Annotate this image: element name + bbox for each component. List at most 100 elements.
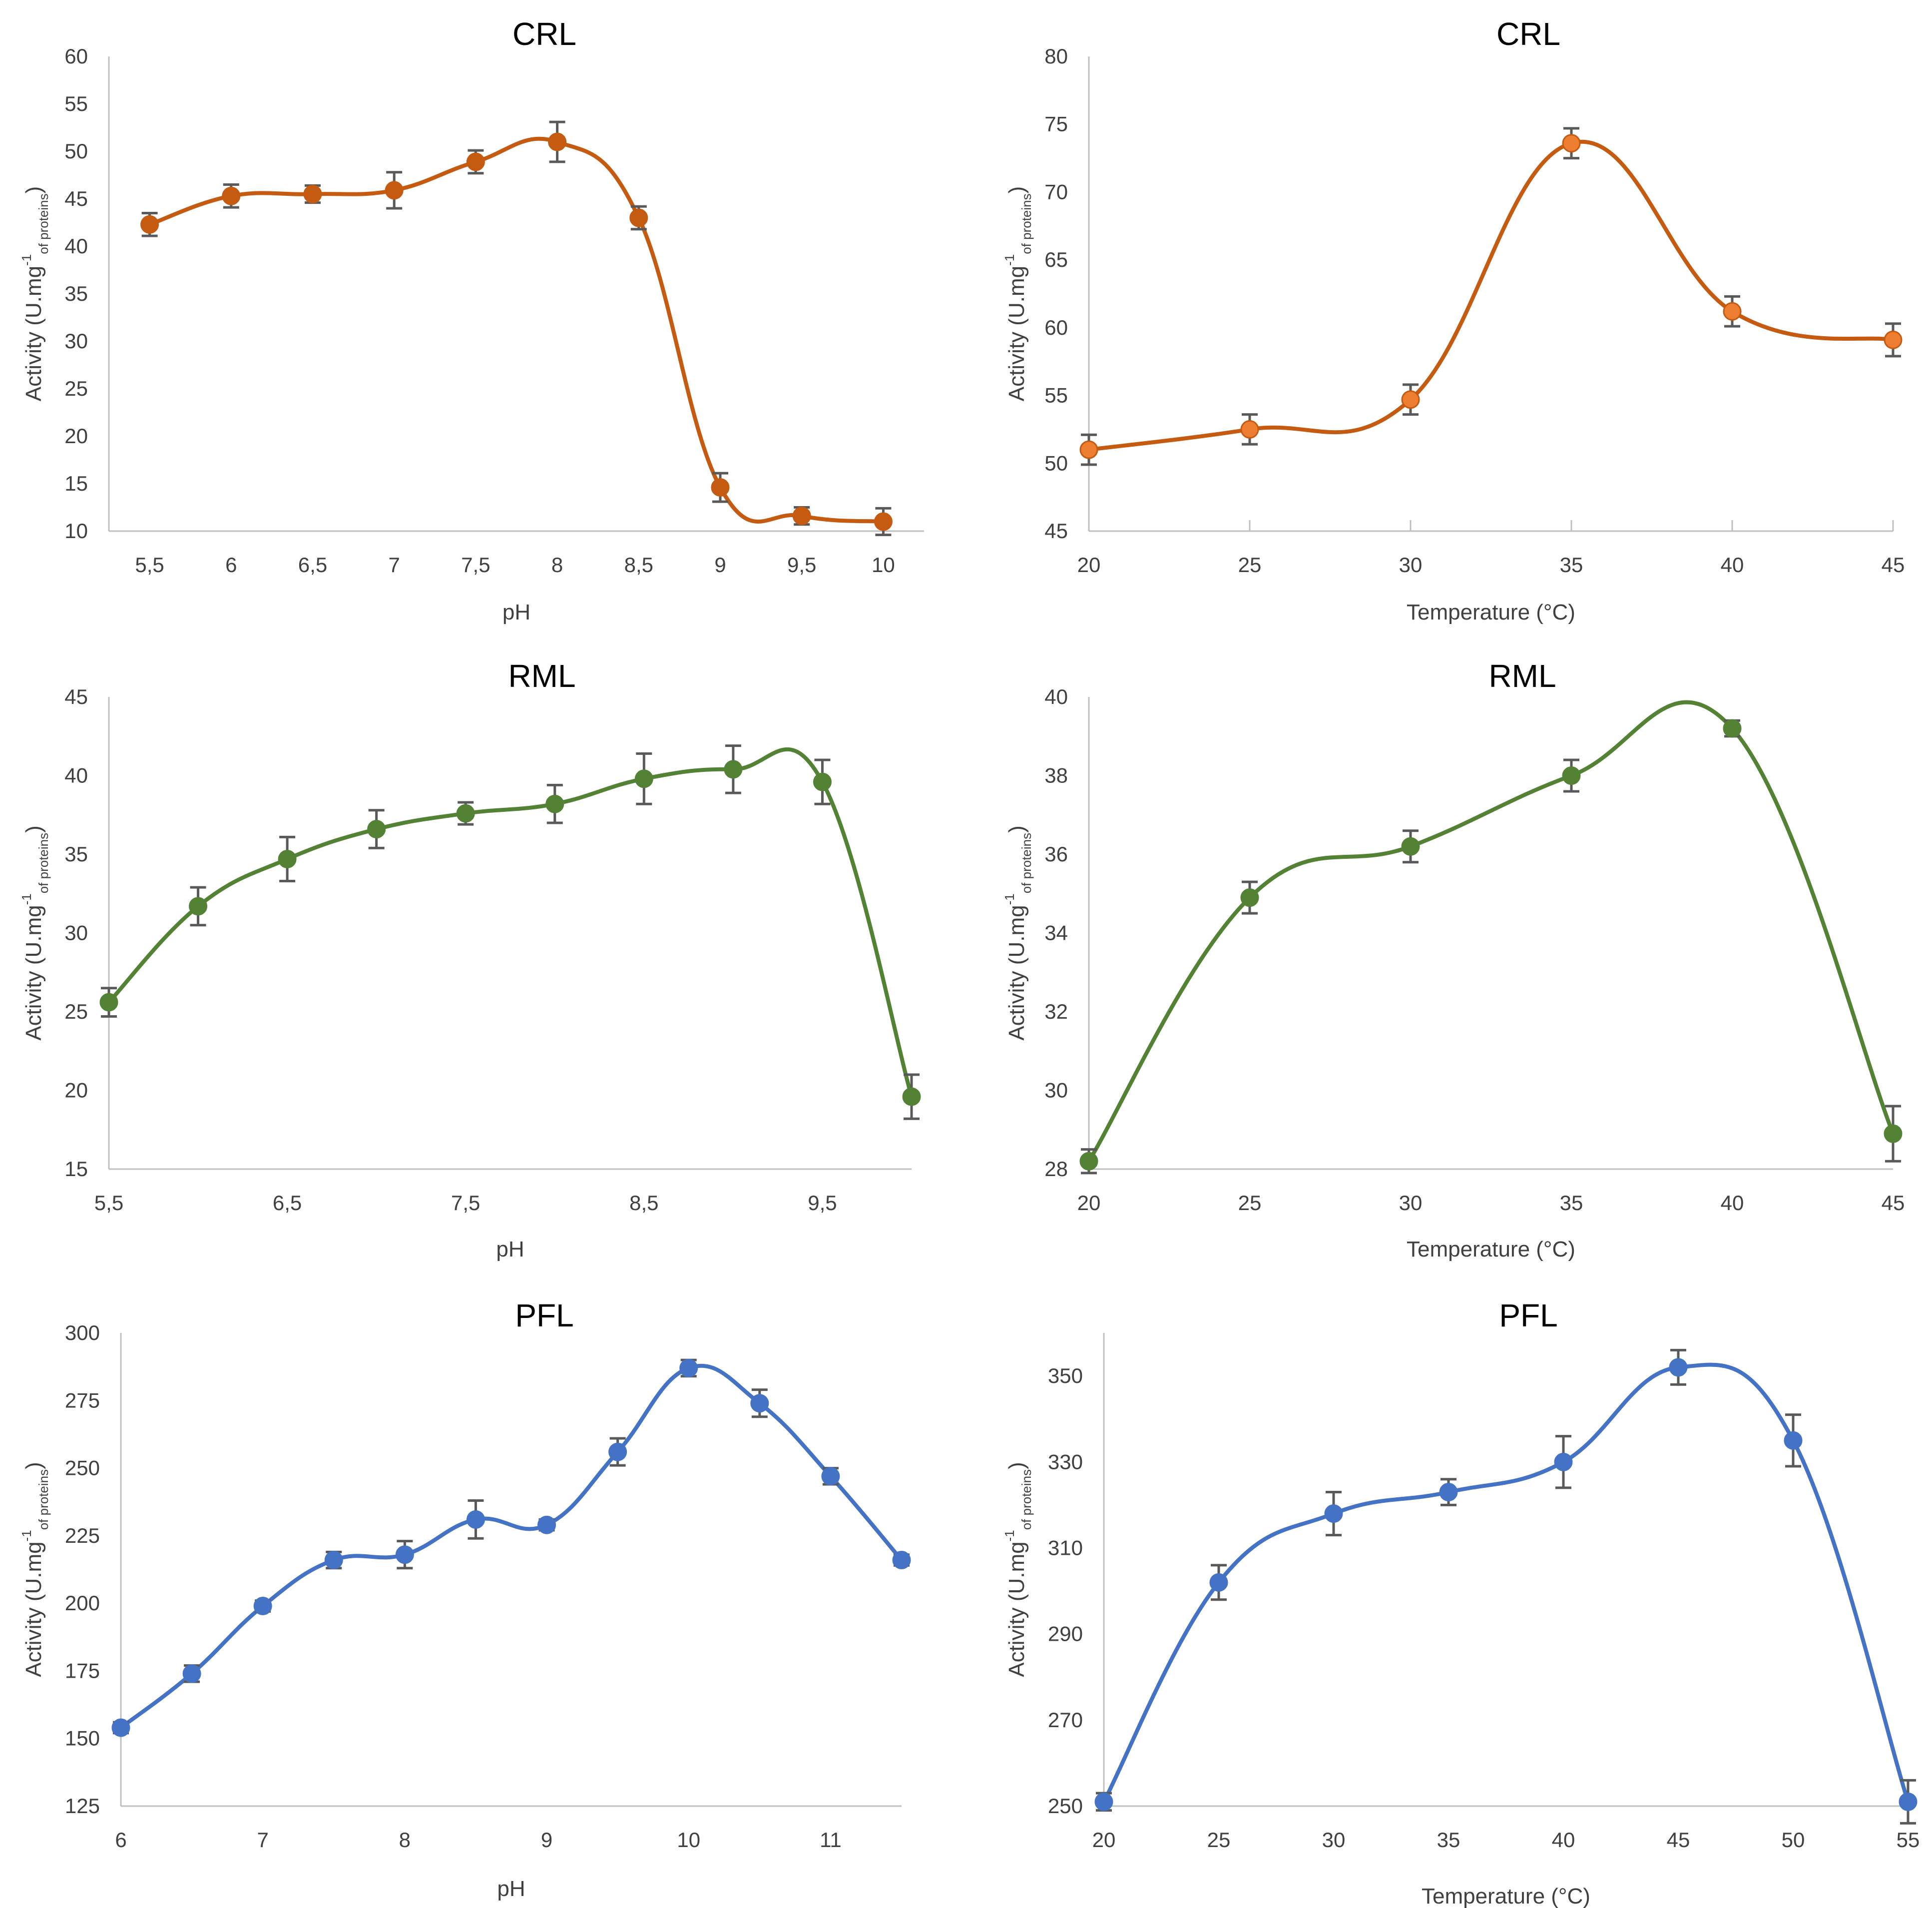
series-line <box>147 136 886 524</box>
data-point <box>1884 1124 1903 1143</box>
data-point <box>892 1551 911 1570</box>
y-axis-label-sup: -1 <box>19 254 34 266</box>
x-axis-label: pH <box>497 1877 525 1901</box>
y-tick-label: 30 <box>64 329 88 353</box>
data-point <box>456 804 475 823</box>
x-tick-label: 8 <box>399 1828 411 1852</box>
y-axis-label-main: Activity (U.mg <box>21 266 46 401</box>
data-point <box>548 132 567 151</box>
y-tick-label: 60 <box>64 44 88 68</box>
x-axis-label: Temperature (°C) <box>1407 600 1575 625</box>
y-axis-label-sub: of proteins <box>1019 833 1034 893</box>
data-point <box>1723 302 1742 321</box>
data-point <box>189 897 208 916</box>
y-tick-label: 35 <box>64 282 88 305</box>
x-tick-label: 7 <box>257 1828 269 1852</box>
y-axis-label-close: ) <box>21 186 46 194</box>
y-tick-label: 28 <box>1044 1157 1068 1181</box>
data-point <box>1562 134 1581 153</box>
x-tick-label: 9 <box>714 553 726 577</box>
x-tick-label: 6,5 <box>273 1191 302 1215</box>
x-tick-label: 40 <box>1721 1191 1744 1215</box>
y-tick-label: 34 <box>1044 921 1068 945</box>
y-tick-label: 10 <box>64 519 88 543</box>
chart-crl-ph: CRL 10 15 20 25 30 35 40 45 50 55 60 5,5 6 6,5 7 7,5 8 8,5… <box>19 16 924 625</box>
data-point <box>545 794 564 813</box>
y-axis-label-sup: -1 <box>1002 254 1017 266</box>
data-point <box>1240 420 1259 439</box>
x-tick-label: 45 <box>1667 1828 1690 1852</box>
y-axis-label-sup: -1 <box>1002 893 1017 905</box>
data-point <box>608 1442 627 1461</box>
y-tick-label: 25 <box>64 377 88 400</box>
data-point <box>1401 390 1420 409</box>
data-point <box>253 1597 272 1616</box>
data-point <box>1240 888 1259 907</box>
y-axis-label-sup: -1 <box>19 1530 34 1541</box>
x-axis-label: pH <box>502 600 530 625</box>
x-tick-label: 35 <box>1560 553 1583 577</box>
y-tick-label: 250 <box>65 1456 100 1480</box>
series-line <box>1087 140 1895 452</box>
x-tick-label: 7,5 <box>461 553 490 577</box>
y-axis-label-close: ) <box>1004 825 1029 833</box>
y-tick-label: 80 <box>1044 44 1068 68</box>
x-tick-label: 8,5 <box>624 553 653 577</box>
data-point <box>537 1515 556 1534</box>
y-tick-label: 20 <box>64 424 88 448</box>
chart-title: PFL <box>515 1297 573 1333</box>
chart-crl-temp: CRL 45 50 55 60 65 70 75 80 20 25 30 35 40 45 Temperatu… <box>1002 16 1905 625</box>
data-point <box>1723 719 1742 738</box>
chart-title: RML <box>1488 658 1556 694</box>
y-tick-label: 225 <box>65 1524 100 1547</box>
x-tick-label: 25 <box>1207 1828 1231 1852</box>
y-axis-label-sup: -1 <box>19 893 34 905</box>
y-axis-label: Activity (U.mg-1of proteins) <box>1002 186 1034 402</box>
y-tick-label: 50 <box>1044 451 1068 475</box>
data-point <box>140 215 159 234</box>
y-tick-label: 30 <box>1044 1079 1068 1102</box>
y-tick-label: 40 <box>1044 685 1068 708</box>
y-tick-label: 25 <box>64 1000 88 1023</box>
data-point <box>278 849 297 868</box>
x-axis-label: Temperature (°C) <box>1422 1884 1590 1908</box>
data-point <box>813 772 832 791</box>
y-axis-label: Activity (U.mg-1of proteins) <box>1002 1462 1034 1677</box>
y-tick-label: 32 <box>1044 1000 1068 1023</box>
y-axis-label: Activity (U.mg-1of proteins) <box>19 1462 51 1677</box>
data-point <box>750 1394 769 1413</box>
y-tick-label: 350 <box>1048 1364 1083 1387</box>
x-tick-label: 5,5 <box>135 553 164 577</box>
x-tick-label: 30 <box>1399 1191 1423 1215</box>
data-point <box>711 478 730 497</box>
data-point <box>99 993 118 1012</box>
y-tick-label: 150 <box>65 1727 100 1750</box>
y-tick-label: 330 <box>1048 1450 1083 1473</box>
x-tick-label: 20 <box>1092 1828 1116 1852</box>
x-tick-label: 7,5 <box>451 1191 480 1215</box>
chart-title: RML <box>508 658 575 694</box>
x-tick-label: 20 <box>1077 1191 1101 1215</box>
data-point <box>1094 1792 1113 1811</box>
y-axis-label-main: Activity (U.mg <box>1004 1541 1029 1677</box>
x-tick-label: 9,5 <box>808 1191 837 1215</box>
y-tick-label: 300 <box>65 1321 100 1344</box>
y-axis-label-close: ) <box>1004 1462 1029 1469</box>
x-tick-label: 25 <box>1238 553 1262 577</box>
y-tick-label: 55 <box>1044 384 1068 407</box>
data-point <box>1324 1504 1343 1523</box>
data-point <box>1079 440 1098 459</box>
y-tick-label: 20 <box>64 1079 88 1102</box>
x-tick-label: 10 <box>872 553 895 577</box>
y-tick-label: 45 <box>64 187 88 210</box>
data-point <box>792 507 811 526</box>
y-tick-label: 250 <box>1048 1794 1083 1818</box>
y-axis-label-sub: of proteins <box>36 1469 51 1530</box>
y-axis-label-main: Activity (U.mg <box>21 1541 46 1677</box>
y-axis-label-main: Activity (U.mg <box>1004 266 1029 401</box>
data-point <box>1899 1792 1918 1811</box>
y-tick-label: 38 <box>1044 764 1068 787</box>
data-point <box>724 760 743 779</box>
chart-rml-ph: RML 15 20 25 30 35 40 45 5,5 6,5 7,5 8,5 9,5 pH Activi… <box>19 658 921 1262</box>
x-tick-label: 20 <box>1077 553 1101 577</box>
